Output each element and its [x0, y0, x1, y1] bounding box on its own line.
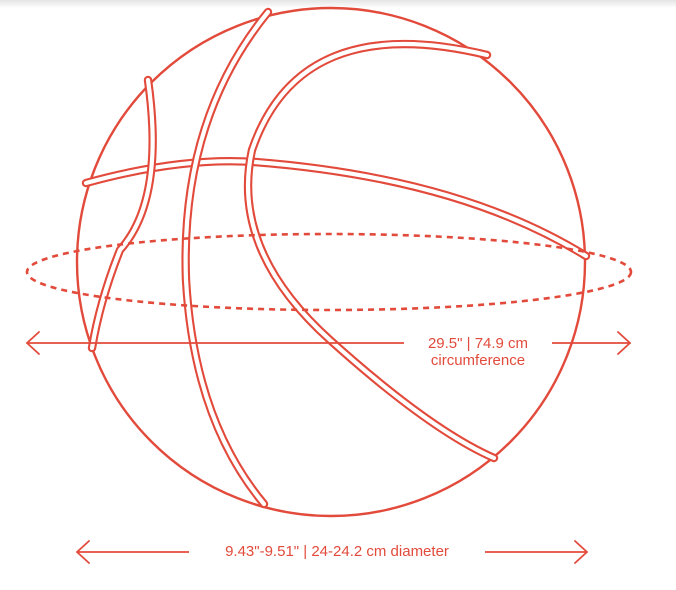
circumference-value: 29.5" | 74.9 cm	[427, 335, 529, 352]
basketball-seams	[81, 7, 591, 509]
basketball-outline	[75, 6, 587, 518]
diameter-arrow	[76, 540, 588, 564]
circumference-ellipse	[25, 232, 633, 312]
circumference-arrow	[26, 331, 631, 355]
diameter-label: 9.43"-9.51" | 24-24.2 cm diameter	[189, 543, 485, 560]
circumference-label: 29.5" | 74.9 cm circumference	[404, 335, 552, 369]
top-edge-shadow	[0, 0, 676, 8]
circumference-caption: circumference	[430, 352, 526, 369]
